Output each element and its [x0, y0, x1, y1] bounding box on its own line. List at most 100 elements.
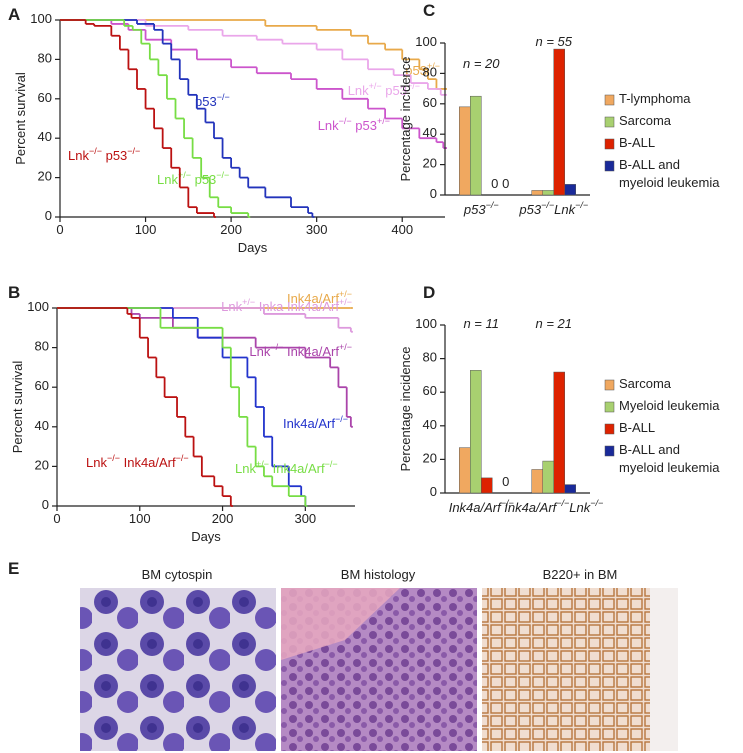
x-tick-label: 100 — [135, 222, 157, 237]
y-tick-label: 60 — [35, 379, 49, 394]
image-title: BM cytospin — [142, 567, 213, 582]
bar — [531, 190, 543, 196]
legend-swatch — [604, 401, 615, 413]
x-tick-label: 300 — [306, 222, 328, 237]
y-tick-label: 100 — [415, 316, 437, 331]
curve-label: Lnk−/− p53−/− — [68, 146, 140, 163]
y-tick-label: 80 — [35, 339, 49, 354]
legend-entry: B-ALL and myeloid leukemia — [619, 442, 720, 475]
curve-label: Lnk+/− p53−/− — [157, 170, 229, 187]
curve-label: Ink4a/Arf−/− — [283, 414, 348, 431]
y-axis-label: Percent survival — [13, 72, 28, 165]
y-tick-label: 60 — [423, 384, 437, 399]
image-title: B220+ in BM — [543, 567, 618, 582]
x-tick-label: Ink4a/Arf−/− — [449, 498, 514, 515]
y-tick-label: 20 — [423, 451, 437, 466]
y-tick-label: 100 — [27, 299, 49, 314]
bar — [470, 370, 482, 494]
survival-curve — [60, 19, 447, 90]
y-tick-label: 0 — [430, 484, 437, 499]
y-tick-label: 100 — [415, 34, 437, 49]
curve-label: Lnk−/− Ink4a/Arf+/− — [249, 342, 352, 359]
y-tick-label: 0 — [430, 186, 437, 201]
x-tick-label: 400 — [391, 222, 413, 237]
panel-e: E BM cytospin BM histology B220+ in BM — [8, 559, 678, 751]
legend-swatch — [604, 160, 615, 172]
y-tick-label: 40 — [38, 130, 52, 145]
y-tick-label: 20 — [423, 156, 437, 171]
panel-label: A — [8, 5, 20, 24]
y-tick-label: 20 — [35, 458, 49, 473]
y-tick-label: 80 — [423, 350, 437, 365]
legend-entry: Myeloid leukemia — [619, 398, 720, 413]
bar — [481, 477, 493, 494]
y-axis-label: Percent survival — [10, 361, 25, 454]
legend-swatch — [604, 116, 615, 128]
annotation: n = 20 — [463, 56, 500, 71]
value-label: 0 — [491, 176, 498, 191]
legend-entry: Sarcoma — [619, 376, 672, 391]
legend-entry: B-ALL — [619, 135, 655, 150]
y-axis-label: Percentage incidence — [398, 56, 413, 181]
bar — [553, 48, 565, 196]
x-axis-label: Days — [191, 529, 221, 544]
y-tick-label: 0 — [45, 208, 52, 223]
tissue-edge — [650, 588, 678, 751]
panel-label: B — [8, 283, 20, 302]
annotation: n = 21 — [535, 316, 572, 331]
legend-swatch — [604, 138, 615, 150]
curve-label: Lnk+/− p53+/− — [348, 81, 420, 98]
bar — [470, 95, 482, 196]
x-tick-label: p53−/− — [463, 200, 499, 217]
y-tick-label: 80 — [38, 51, 52, 66]
tissue-band — [281, 588, 400, 660]
micrograph — [80, 588, 276, 751]
curve-label: p53−/− — [195, 92, 230, 109]
y-tick-label: 60 — [423, 95, 437, 110]
bar — [542, 190, 554, 196]
legend-swatch — [604, 423, 615, 435]
curve-label: Ink4a/Arf+/− — [287, 289, 352, 306]
curve-label: Lnk+/− Inka Ink4a/Arf+/− — [221, 297, 352, 314]
y-tick-label: 0 — [42, 497, 49, 512]
y-axis-label: Percentage incidence — [398, 346, 413, 471]
legend-swatch — [604, 379, 615, 391]
x-axis-label: Days — [238, 240, 268, 255]
bar — [542, 460, 554, 494]
x-tick-label: Ink4a/Arf−/−Lnk−/− — [504, 498, 603, 515]
x-tick-label: 200 — [220, 222, 242, 237]
annotation: n = 55 — [535, 34, 572, 49]
y-tick-label: 100 — [30, 11, 52, 26]
x-tick-label: 100 — [129, 511, 151, 526]
image-title: BM histology — [341, 567, 416, 582]
value-label: 0 — [502, 474, 509, 489]
curve-label: Lnk−/− p53+/− — [318, 116, 390, 133]
legend-entry: B-ALL — [619, 420, 655, 435]
legend-swatch — [604, 445, 615, 457]
y-tick-label: 40 — [423, 417, 437, 432]
value-label: 0 — [502, 176, 509, 191]
x-tick-label: 200 — [212, 511, 234, 526]
bar — [459, 447, 471, 494]
y-tick-label: 80 — [423, 65, 437, 80]
legend-entry: T-lymphoma — [619, 91, 691, 106]
y-tick-label: 40 — [35, 418, 49, 433]
x-tick-label: p53−/−Lnk−/− — [518, 200, 588, 217]
legend-swatch — [604, 94, 615, 106]
bar — [553, 371, 565, 494]
survival-curve — [60, 19, 216, 218]
curve-label: Lnk+/− Ink4a/Arf−/− — [235, 459, 338, 476]
legend-entry: Sarcoma — [619, 113, 672, 128]
micrograph — [482, 588, 678, 751]
panel-label: E — [8, 559, 19, 578]
bar — [564, 184, 576, 196]
x-tick-label: 0 — [53, 511, 60, 526]
y-tick-label: 40 — [423, 126, 437, 141]
curve-label: Lnk−/− Ink4a/Arf−/− — [86, 453, 189, 470]
survival-curve — [57, 307, 233, 507]
bar — [564, 484, 576, 494]
annotation: n = 11 — [463, 316, 499, 331]
survival-curve — [57, 307, 353, 428]
